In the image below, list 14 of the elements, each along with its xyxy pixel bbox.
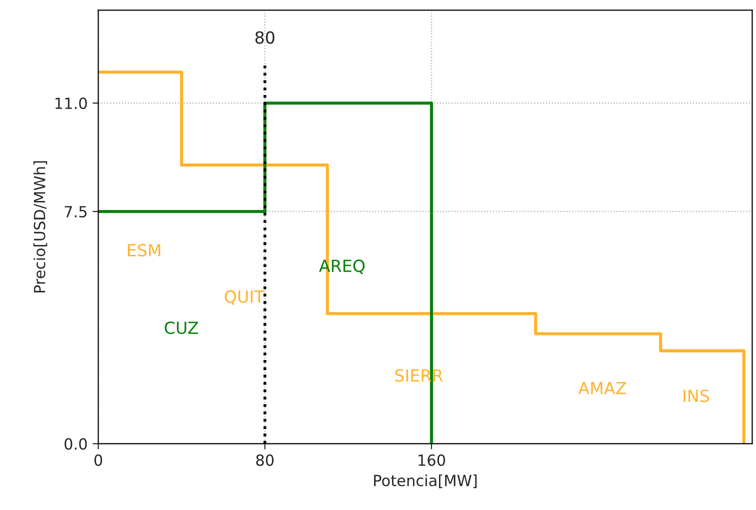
annotation: AMAZ [578, 382, 626, 394]
x-tick-label: 80 [256, 454, 274, 466]
annotation: QUIT [224, 290, 264, 305]
y-axis-title: Precio[USD/MWh] [34, 161, 48, 292]
annotation: INS [684, 390, 710, 402]
x-tick-label: 160 [418, 454, 446, 466]
y-tick-label: 0.0 [64, 438, 87, 450]
ref-line-label: 80 [255, 31, 274, 44]
y-tick-label: 11.0 [56, 98, 87, 110]
x-axis-title: Potencia[MW] [374, 474, 477, 488]
annotation: CUZ [164, 321, 198, 334]
x-tick-label: 0 [94, 454, 102, 466]
annotation: ESM [128, 244, 160, 256]
y-tick-label: 7.5 [64, 206, 87, 218]
